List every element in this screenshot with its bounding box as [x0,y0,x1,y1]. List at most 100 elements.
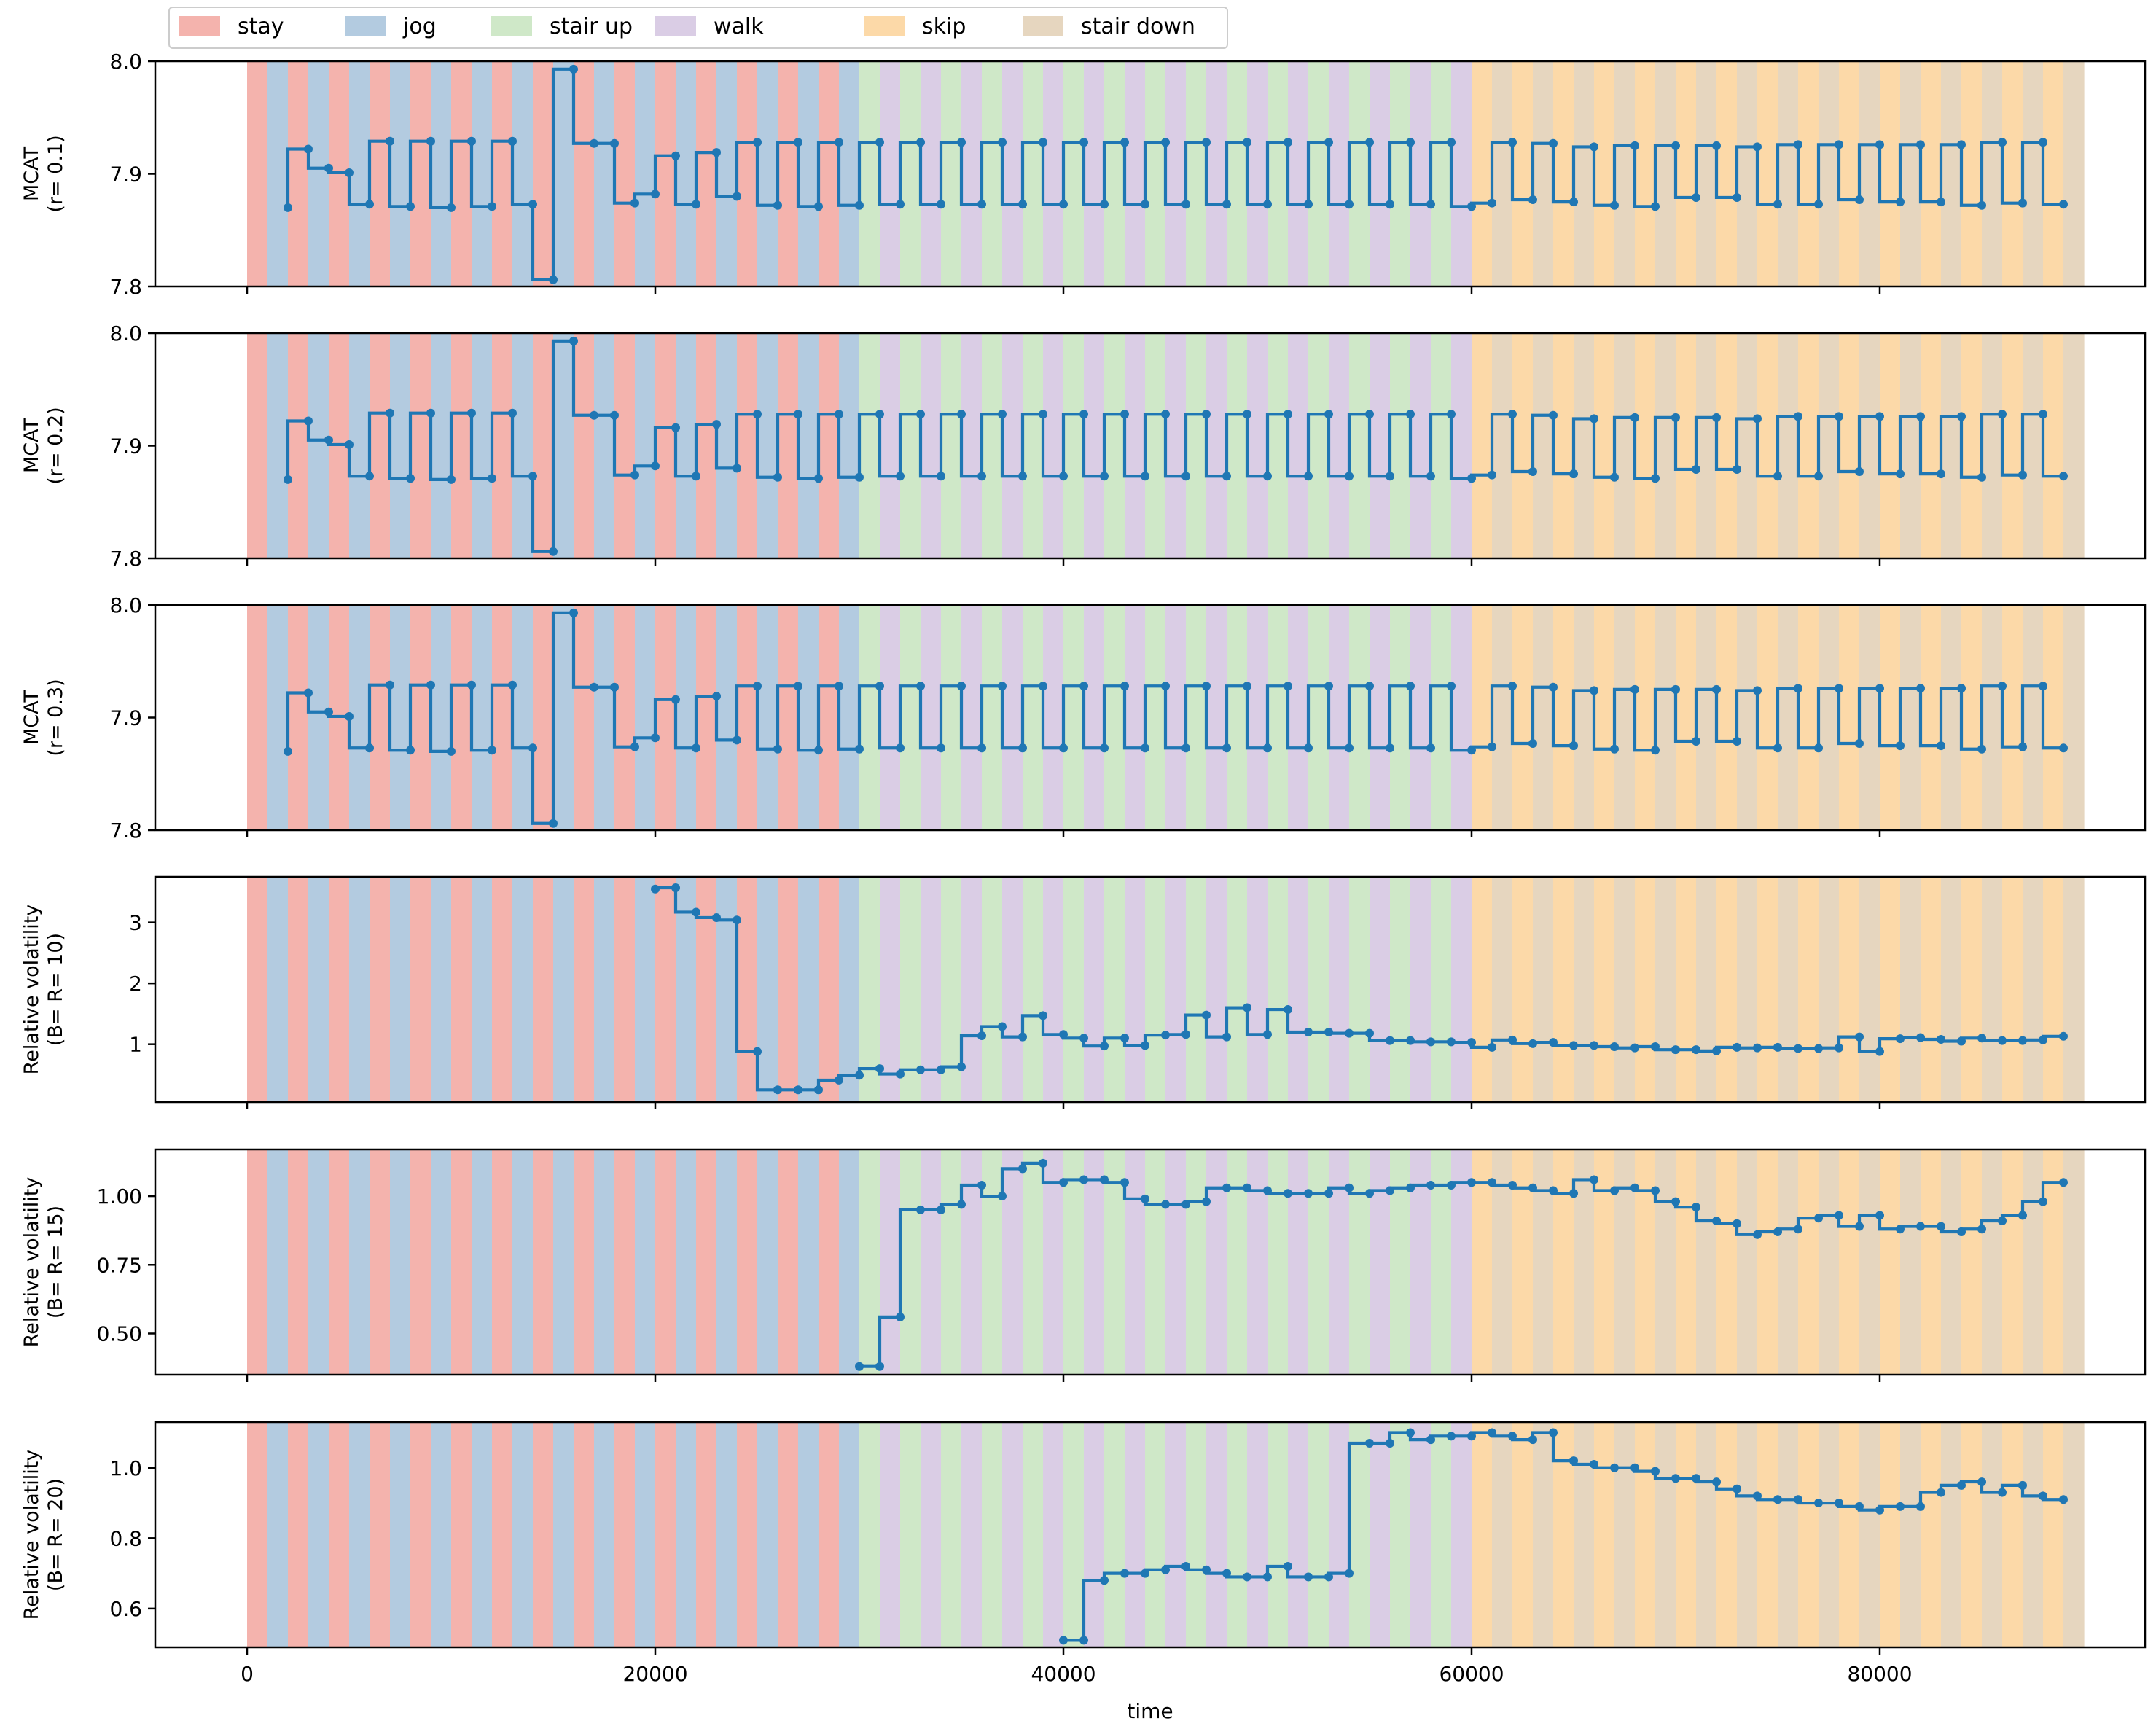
segment-band-walk [1410,61,1432,286]
data-point [2059,200,2068,209]
segment-band-stair-up [1104,61,1125,286]
data-point [1712,413,1721,422]
segment-band-stair-up [859,877,880,1102]
segment-band-stay [288,877,309,1102]
segment-band-stay [451,605,472,830]
data-point [773,472,782,482]
segment-band-stay [655,1422,676,1647]
segment-band-stair-down [1614,1149,1636,1375]
data-point [1406,1183,1415,1192]
segment-band-stay [451,1422,472,1647]
data-point [1406,1036,1415,1045]
segment-band-jog [431,877,452,1102]
segment-band-stair-up [1023,333,1044,558]
segment-band-stay [778,1149,799,1375]
segment-band-skip [2043,605,2064,830]
data-point [1365,410,1374,419]
segment-band-skip [1512,877,1534,1102]
data-point [1161,138,1170,147]
y-tick-label: 8.0 [109,321,142,345]
segment-band-skip [1512,333,1534,558]
segment-band-stair-down [1655,605,1676,830]
segment-band-stay [819,877,840,1102]
segment-band-stair-up [1268,877,1289,1102]
segment-band-skip [1594,877,1615,1102]
segment-band-walk [1002,61,1023,286]
data-point [1896,469,1905,479]
data-point [1100,1042,1109,1051]
legend-frame [168,7,1228,49]
panel-4: 1 2 3 Relative volatility(B= R= 10) [20,875,2147,1109]
data-point [1937,198,1945,207]
data-point [814,1085,823,1095]
data-point [1692,192,1700,202]
segment-band-walk [1043,333,1064,558]
segment-band-walk [1288,605,1309,830]
segment-band-stay [247,877,268,1102]
segment-band-walk [1084,61,1105,286]
segment-band-jog [757,61,778,286]
series-line [286,67,2063,281]
data-point [304,144,313,154]
segment-band-walk [1410,333,1432,558]
data-point [1059,200,1068,209]
segment-band-stair-down [1859,877,1880,1102]
segment-band-stair-up [1227,877,1248,1102]
data-point [1651,1186,1660,1195]
segment-band-jog [472,1422,493,1647]
segment-band-walk [1370,877,1391,1102]
segment-band-skip [1594,61,1615,286]
segment-band-stair-down [1819,333,1840,558]
segment-band-stair-up [1308,1422,1329,1647]
data-point [488,474,496,483]
segment-band-stay [247,61,268,286]
segment-band-walk [1247,605,1268,830]
segment-band-jog [594,1149,615,1375]
data-point [2059,1178,2068,1187]
segment-band-skip [1676,1422,1697,1647]
segment-band-walk [1410,877,1432,1102]
data-point [692,472,700,481]
data-point [1814,200,1823,209]
segment-band-stair-up [1145,1422,1166,1647]
data-point [1202,410,1211,419]
segment-band-jog [757,333,778,558]
segment-band-stay [370,333,391,558]
segment-band-stair-down [1900,61,1921,286]
segment-band-stay [574,61,595,286]
data-point [1733,192,1741,202]
data-point [2018,470,2027,480]
segment-band-stair-up [1104,333,1125,558]
data-point [1692,1045,1700,1055]
segment-band-jog [716,605,738,830]
data-point [2059,472,2068,481]
segment-band-stair-up [982,1422,1003,1647]
segment-band-stair-up [1023,1422,1044,1647]
segment-band-skip [1961,877,1983,1102]
segment-band-skip [1757,61,1778,286]
segment-band-jog [839,605,860,830]
data-point [365,743,374,753]
data-point [1753,686,1762,695]
data-point [1794,412,1802,421]
segment-band-jog [390,333,411,558]
segment-band-walk [1165,1149,1187,1375]
data-point [1549,1038,1558,1047]
segment-band-stair-up [900,1422,921,1647]
segment-band-walk [1288,877,1309,1102]
data-point [1875,1505,1884,1515]
segment-band-skip [1839,605,1860,830]
data-point [1406,138,1415,147]
data-point [1222,472,1231,481]
data-point [1386,200,1394,209]
data-point [773,744,782,754]
data-point [1569,741,1578,751]
data-point [896,472,905,481]
segment-band-walk [1043,1422,1064,1647]
data-point [1753,1230,1762,1239]
data-point [569,64,578,74]
segment-band-walk [1043,605,1064,830]
segment-band-skip [1716,1149,1738,1375]
segment-band-stair-down [1778,1149,1799,1375]
data-point [406,202,415,211]
